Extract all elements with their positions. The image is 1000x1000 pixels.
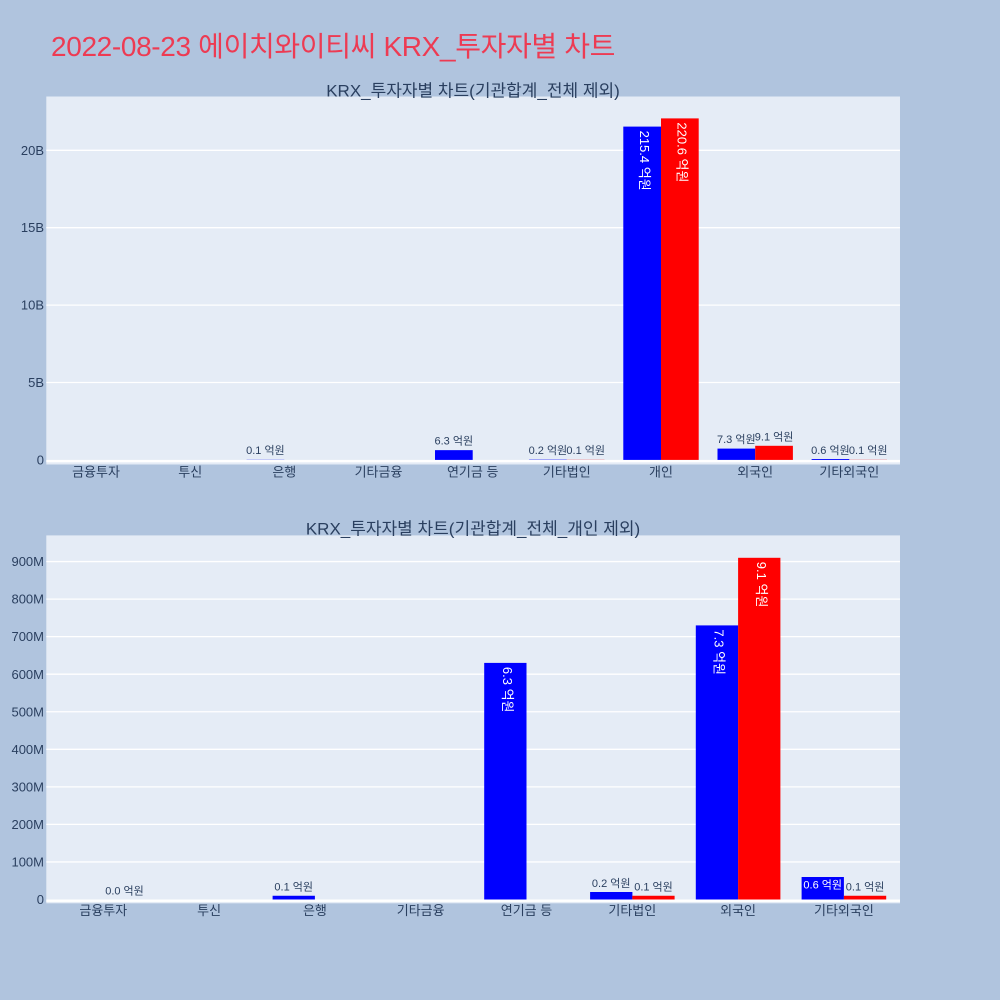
svg-text:기타외국인: 기타외국인 <box>814 903 874 918</box>
svg-text:0.6 억원: 0.6 억원 <box>811 444 850 457</box>
svg-text:700M: 700M <box>11 629 44 644</box>
svg-text:600M: 600M <box>11 667 44 682</box>
svg-text:20B: 20B <box>21 143 44 158</box>
svg-text:0.1 억원: 0.1 억원 <box>274 881 313 894</box>
svg-text:0.1 억원: 0.1 억원 <box>634 881 673 894</box>
svg-text:100M: 100M <box>11 855 44 870</box>
svg-text:200M: 200M <box>11 817 44 832</box>
svg-text:기타법인: 기타법인 <box>608 903 656 918</box>
svg-text:0: 0 <box>37 892 44 907</box>
svg-text:300M: 300M <box>11 779 44 794</box>
svg-text:220.6 억원: 220.6 억원 <box>675 122 690 182</box>
svg-text:0: 0 <box>37 452 44 467</box>
svg-text:0.6 억원: 0.6 억원 <box>803 878 842 891</box>
svg-text:5B: 5B <box>28 375 44 390</box>
svg-text:0.0 억원: 0.0 억원 <box>105 884 144 897</box>
svg-text:500M: 500M <box>11 704 44 719</box>
svg-text:0.1 억원: 0.1 억원 <box>849 444 888 457</box>
svg-text:9.1 억원: 9.1 억원 <box>755 430 794 443</box>
svg-text:215.4 억원: 215.4 억원 <box>637 131 652 191</box>
svg-text:800M: 800M <box>11 592 44 607</box>
svg-text:은행: 은행 <box>272 464 296 479</box>
svg-text:6.3 억원: 6.3 억원 <box>500 667 515 713</box>
svg-text:400M: 400M <box>11 742 44 757</box>
svg-text:기타외국인: 기타외국인 <box>819 464 879 479</box>
svg-text:연기금 등: 연기금 등 <box>447 464 498 479</box>
svg-text:0.1 억원: 0.1 억원 <box>846 881 885 894</box>
svg-text:기타금융: 기타금융 <box>355 464 403 479</box>
svg-text:투신: 투신 <box>197 903 221 918</box>
svg-text:기타금융: 기타금융 <box>397 903 445 918</box>
svg-text:0.1 억원: 0.1 억원 <box>246 444 285 457</box>
svg-text:외국인: 외국인 <box>720 903 756 918</box>
svg-text:은행: 은행 <box>303 903 327 918</box>
svg-text:개인: 개인 <box>649 464 673 479</box>
svg-text:외국인: 외국인 <box>737 464 773 479</box>
svg-text:KRX_투자자별 차트(기관합계_전체_개인 제외): KRX_투자자별 차트(기관합계_전체_개인 제외) <box>306 520 640 539</box>
svg-text:기타법인: 기타법인 <box>543 464 591 479</box>
svg-text:금융투자: 금융투자 <box>79 903 127 918</box>
svg-text:7.3 억원: 7.3 억원 <box>712 629 727 675</box>
svg-text:6.3 억원: 6.3 억원 <box>435 435 474 448</box>
svg-text:투신: 투신 <box>178 464 202 479</box>
svg-text:0.2 억원: 0.2 억원 <box>592 877 631 890</box>
svg-text:금융투자: 금융투자 <box>72 464 120 479</box>
svg-text:0.1 억원: 0.1 억원 <box>566 444 605 457</box>
svg-text:KRX_투자자별 차트(기관합계_전체 제외): KRX_투자자별 차트(기관합계_전체 제외) <box>326 82 620 101</box>
svg-text:7.3 억원: 7.3 억원 <box>717 433 756 446</box>
svg-text:900M: 900M <box>11 554 44 569</box>
svg-text:10B: 10B <box>21 298 44 313</box>
svg-text:15B: 15B <box>21 220 44 235</box>
svg-text:0.2 억원: 0.2 억원 <box>529 444 568 457</box>
svg-text:9.1 억원: 9.1 억원 <box>754 562 769 608</box>
svg-text:연기금 등: 연기금 등 <box>501 903 552 918</box>
